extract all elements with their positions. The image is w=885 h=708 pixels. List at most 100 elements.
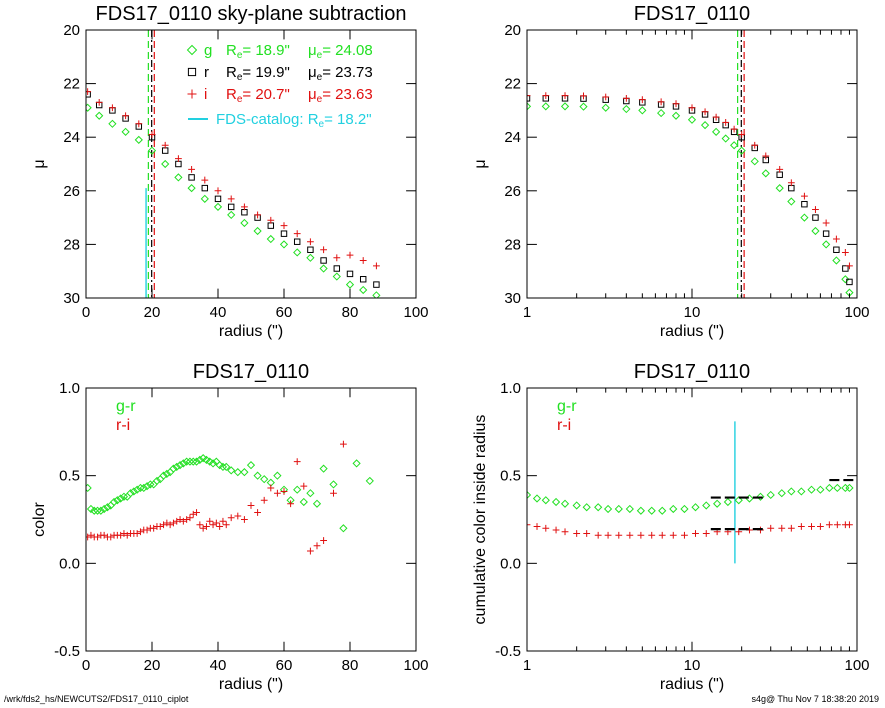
- y-tick-label: 0.0: [59, 555, 80, 572]
- data-point-i: [161, 141, 169, 149]
- legend-band: g: [204, 42, 212, 59]
- x-axis-label: radius ("): [660, 676, 724, 693]
- data-point-g: [601, 103, 610, 112]
- data-point-r-i: [816, 523, 824, 530]
- data-point-g: [832, 256, 841, 265]
- data-point-r-i: [669, 531, 677, 539]
- y-tick-label: 1.0: [59, 380, 80, 397]
- y-tick-label: 0.0: [500, 555, 521, 572]
- data-point-g-r: [766, 490, 775, 500]
- data-point-r: [280, 230, 288, 237]
- data-point-g-r: [195, 455, 204, 464]
- data-point-i: [346, 251, 354, 259]
- data-point-g: [822, 240, 831, 249]
- data-point-r-i: [193, 509, 200, 516]
- data-point-g: [121, 127, 130, 136]
- data-point-g: [750, 157, 759, 166]
- data-point-g: [811, 226, 820, 236]
- x-tick-label: 10: [684, 304, 701, 321]
- data-point-g-r: [541, 496, 550, 505]
- data-point-g-r: [139, 483, 148, 493]
- data-point-g-r: [179, 459, 188, 468]
- data-point-g: [800, 213, 809, 222]
- legend-band: i: [204, 86, 207, 103]
- data-point-i: [333, 254, 341, 262]
- data-point-g: [279, 240, 289, 249]
- data-point-g-r: [816, 485, 825, 494]
- data-point-i: [188, 165, 195, 173]
- data-point-i: [657, 98, 665, 106]
- data-point-r-i: [833, 521, 841, 529]
- data-point-r: [201, 184, 209, 192]
- data-point-g-r: [723, 497, 732, 507]
- data-point-r-i: [846, 521, 853, 529]
- data-point-r-i: [583, 530, 591, 537]
- data-point-g-r: [293, 485, 302, 494]
- data-point-r-i: [219, 517, 227, 525]
- legend-marker-i: [187, 89, 197, 99]
- data-point-r-i: [808, 523, 815, 530]
- legend-marker-g: [186, 44, 198, 56]
- data-point-g-r: [240, 468, 249, 477]
- data-point-g-r: [175, 461, 185, 470]
- data-point-g: [687, 115, 697, 124]
- y-axis-label: cumulative color inside radius: [472, 415, 489, 625]
- data-point-g-r: [129, 487, 138, 496]
- data-point-r: [320, 257, 327, 264]
- y-tick-label: 30: [63, 290, 80, 307]
- data-point-g-r: [246, 461, 256, 470]
- data-point-i: [738, 131, 746, 138]
- plot-frame: [85, 387, 417, 652]
- data-point-r-i: [107, 533, 115, 541]
- data-point-i: [712, 113, 720, 121]
- data-point-i: [227, 195, 235, 203]
- data-point-r-i: [222, 521, 230, 529]
- data-point-g-r: [734, 496, 743, 505]
- legend: g Re= 18.9" μe= 24.08 r Re= 19.9" μe= 23.73 i R…: [186, 42, 373, 130]
- data-point-g: [359, 285, 368, 295]
- data-point-r-i: [87, 531, 95, 539]
- data-point-r-i: [552, 526, 560, 534]
- data-point-r-i: [100, 531, 108, 539]
- data-point-i: [542, 92, 550, 100]
- data-point-r-i: [186, 514, 194, 522]
- data-point-i: [730, 125, 738, 133]
- data-point-g-r: [109, 497, 119, 507]
- data-point-r-i: [247, 502, 255, 509]
- data-point-r: [776, 171, 783, 178]
- data-point-r-i: [527, 521, 531, 529]
- data-point-g-r: [625, 504, 634, 514]
- panel-color-profile: 0 20 40 60 80 100 -0.5 0.0 0.5 1.0 FDS17_0110radiu…: [31, 361, 429, 693]
- data-point-i: [201, 176, 209, 184]
- legend-radius: Re= 20.7": [226, 86, 290, 105]
- data-point-r: [241, 209, 248, 216]
- y-tick-label: 0.5: [59, 468, 80, 485]
- y-tick-label: 1.0: [500, 380, 521, 397]
- x-tick-label: 10: [684, 657, 701, 674]
- data-point-g: [671, 111, 681, 120]
- x-tick-label: 60: [276, 657, 293, 674]
- x-tick-label: 60: [276, 304, 293, 321]
- data-point-r-i: [787, 524, 795, 532]
- data-point-i: [822, 219, 830, 227]
- data-point-g-r: [680, 504, 689, 514]
- data-point-r-i: [196, 521, 204, 529]
- data-point-g: [227, 210, 236, 220]
- y-tick-label: -0.5: [54, 643, 80, 660]
- data-point-g-r: [152, 476, 162, 486]
- data-point-r-i: [163, 519, 171, 527]
- data-point-i: [109, 104, 116, 112]
- data-point-r-i: [658, 531, 666, 539]
- data-point-i: [214, 187, 222, 195]
- data-point-g-r: [146, 480, 155, 489]
- data-point-r-i: [274, 489, 281, 497]
- x-tick-label: 1: [523, 304, 531, 321]
- legend-radius: Re= 18.9": [226, 42, 290, 61]
- data-point-r-i: [94, 533, 101, 541]
- data-point-r-i: [150, 524, 158, 532]
- data-point-g: [332, 272, 341, 281]
- data-point-g-r: [126, 489, 135, 498]
- data-point-g-r: [603, 504, 613, 514]
- data-point-r-i: [86, 533, 92, 541]
- data-point-g: [187, 184, 196, 193]
